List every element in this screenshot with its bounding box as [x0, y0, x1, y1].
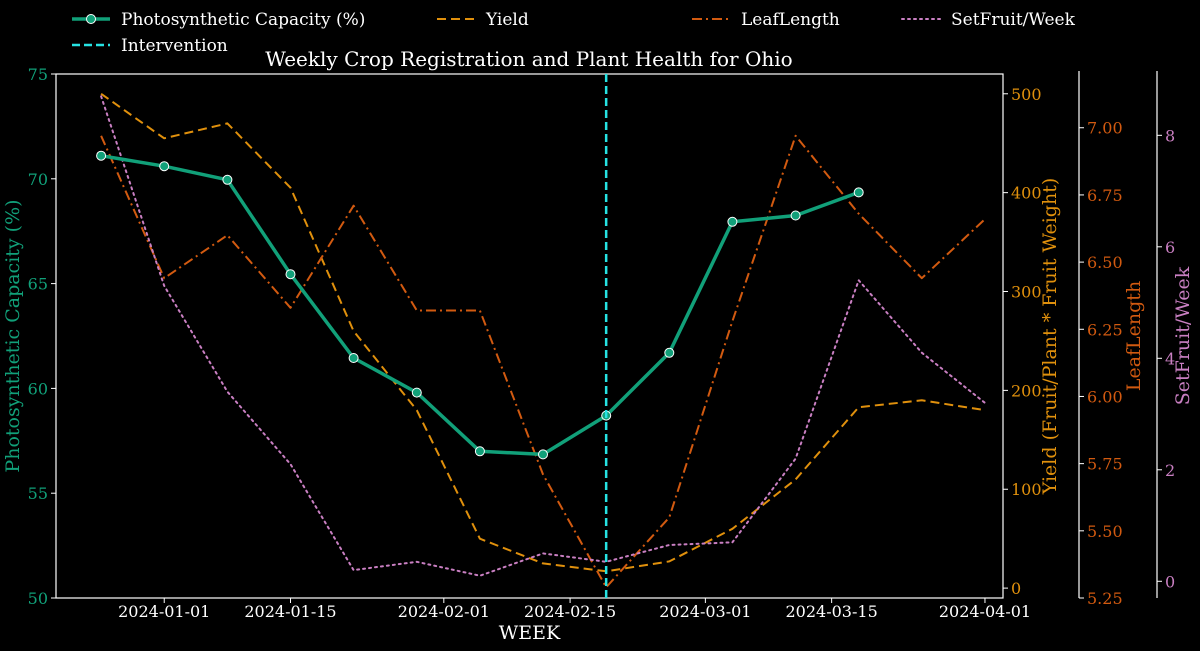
point-photosynthetic-capacity-2024-02-12 — [538, 449, 548, 460]
point-photosynthetic-capacity-2024-03-04 — [727, 216, 738, 227]
legend-label-photosynthetic-capacity: Photosynthetic Capacity (%) — [121, 10, 365, 30]
point-photosynthetic-capacity-2024-01-15 — [285, 269, 296, 280]
right1-tick-label-200: 200 — [1011, 381, 1042, 400]
x-tick-label-2024-01-01: 2024-01-01 — [118, 602, 210, 621]
x-axis-label: WEEK — [499, 622, 561, 644]
x-tick-label-2024-03-15: 2024-03-15 — [786, 602, 878, 621]
legend-label-intervention: Intervention — [121, 36, 228, 56]
left-tick-label-55: 55 — [28, 484, 48, 503]
left-tick-label-60: 60 — [28, 379, 48, 398]
chart-title: Weekly Crop Registration and Plant Healt… — [265, 47, 792, 71]
right2-tick-label-5-75: 5.75 — [1087, 455, 1123, 474]
series-line-leaflength — [100, 134, 986, 589]
right3-tick-label-2: 2 — [1165, 461, 1175, 480]
right3-tick-label-6: 6 — [1165, 238, 1175, 257]
right2-tick-label-5-50: 5.50 — [1087, 522, 1123, 541]
point-photosynthetic-capacity-2024-01-22 — [348, 353, 359, 363]
left-tick-label-75: 75 — [28, 65, 48, 84]
right1-tick-label-0: 0 — [1011, 579, 1021, 598]
right1-tick-label-300: 300 — [1011, 283, 1042, 302]
right2-tick-label-6-75: 6.75 — [1087, 186, 1123, 205]
series-line-setfruit-week — [100, 95, 986, 577]
x-tick-label-2024-03-01: 2024-03-01 — [659, 602, 751, 621]
right2-tick-label-7-00: 7.00 — [1087, 119, 1123, 138]
legend-marker-photosynthetic-capacity — [86, 14, 96, 24]
left-axis-label: Photosynthetic Capacity (%) — [2, 199, 24, 472]
point-photosynthetic-capacity-2024-03-18 — [853, 187, 864, 198]
legend-label-leaflength: LeafLength — [741, 10, 840, 30]
x-tick-label-2024-01-15: 2024-01-15 — [244, 602, 336, 621]
x-tick-label-2024-04-01: 2024-04-01 — [939, 602, 1031, 621]
legend-label-yield: Yield — [485, 10, 529, 30]
x-tick-label-2024-02-01: 2024-02-01 — [398, 602, 490, 621]
legend-label-setfruit-week: SetFruit/Week — [951, 10, 1076, 30]
right2-tick-label-6-25: 6.25 — [1087, 320, 1123, 339]
series-line-yield — [100, 92, 986, 573]
point-photosynthetic-capacity-2024-01-08 — [222, 174, 233, 185]
right3-tick-label-4: 4 — [1165, 349, 1175, 368]
point-photosynthetic-capacity-2024-03-11 — [790, 210, 801, 221]
right3-axis-label: SetFruit/Week — [1172, 266, 1194, 405]
right1-axis-label: Yield (Fruit/Plant * Fruit Weight) — [1039, 178, 1061, 495]
point-photosynthetic-capacity-2023-12-25 — [96, 150, 107, 161]
right1-tick-label-100: 100 — [1011, 480, 1042, 499]
point-photosynthetic-capacity-2024-02-26 — [664, 347, 675, 358]
right3-tick-label-0: 0 — [1165, 572, 1175, 591]
x-tick-label-2024-02-15: 2024-02-15 — [524, 602, 616, 621]
right2-tick-label-6-00: 6.00 — [1087, 387, 1123, 406]
plot-frame — [55, 73, 1004, 599]
right2-axis-label: LeafLength — [1123, 281, 1145, 391]
point-photosynthetic-capacity-2024-01-29 — [411, 387, 422, 398]
right2-tick-label-6-50: 6.50 — [1087, 253, 1123, 272]
left-tick-label-70: 70 — [28, 170, 48, 189]
right1-tick-label-500: 500 — [1011, 85, 1042, 104]
point-photosynthetic-capacity-2024-02-05 — [474, 446, 485, 457]
point-photosynthetic-capacity-2024-01-01 — [159, 161, 170, 172]
right1-tick-label-400: 400 — [1011, 184, 1042, 203]
right3-tick-label-8: 8 — [1165, 126, 1175, 145]
left-tick-label-65: 65 — [28, 275, 48, 294]
left-tick-label-50: 50 — [28, 589, 48, 608]
right2-tick-label-5-25: 5.25 — [1087, 589, 1123, 608]
